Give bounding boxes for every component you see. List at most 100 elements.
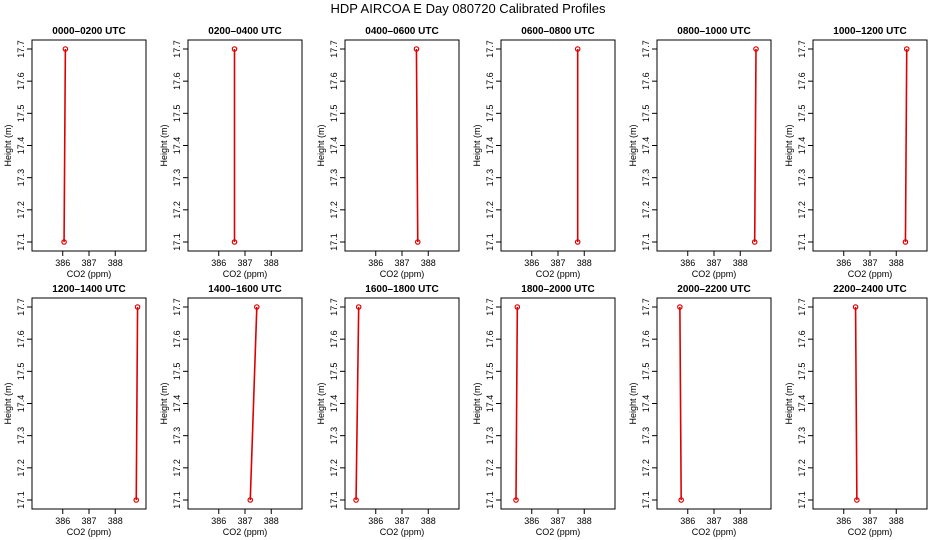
y-tick-label: 17.5	[797, 363, 807, 381]
x-tick-label: 387	[862, 258, 877, 268]
y-tick-label: 17.1	[172, 491, 182, 509]
x-tick-label: 388	[577, 516, 592, 526]
x-axis-label: CO2 (ppm)	[536, 527, 581, 537]
y-axis-label: Height (m)	[3, 124, 13, 166]
x-tick-label: 388	[733, 516, 748, 526]
x-tick-label: 387	[394, 516, 409, 526]
x-tick-label: 388	[889, 516, 904, 526]
y-tick-label: 17.7	[797, 298, 807, 316]
x-tick-label: 388	[264, 258, 279, 268]
y-tick-label: 17.3	[641, 427, 651, 445]
profile-point	[413, 46, 420, 52]
y-tick-label: 17.2	[485, 201, 495, 219]
x-tick-label: 386	[680, 516, 695, 526]
x-tick-label: 387	[706, 516, 721, 526]
x-tick-label: 388	[421, 258, 436, 268]
x-axis-label: CO2 (ppm)	[67, 527, 112, 537]
y-tick-label: 17.4	[172, 137, 182, 155]
profile-point	[62, 46, 69, 52]
y-tick-label: 17.3	[16, 169, 26, 187]
x-tick-label: 387	[237, 258, 252, 268]
y-tick-label: 17.5	[485, 105, 495, 123]
y-tick-label: 17.5	[485, 363, 495, 381]
y-tick-label: 17.1	[641, 233, 651, 251]
y-axis-label: Height (m)	[316, 124, 326, 166]
profile-point	[903, 46, 910, 52]
y-tick-label: 17.3	[641, 169, 651, 187]
x-axis-label: CO2 (ppm)	[223, 269, 268, 279]
plot-frame	[500, 297, 616, 510]
y-axis-label: Height (m)	[628, 382, 638, 424]
profile-point	[854, 497, 860, 503]
y-tick-label: 17.7	[797, 40, 807, 58]
profile-point	[231, 239, 238, 245]
y-tick-label: 17.4	[641, 137, 651, 155]
y-tick-label: 17.1	[797, 491, 807, 509]
x-tick-label: 386	[211, 258, 226, 268]
y-tick-label: 17.5	[16, 105, 26, 123]
y-tick-label: 17.1	[485, 491, 495, 509]
profile-line	[135, 306, 139, 501]
y-tick-label: 17.5	[641, 363, 651, 381]
profile-point	[355, 304, 362, 310]
profile-line	[679, 306, 682, 501]
y-tick-label: 17.6	[172, 72, 182, 90]
y-axis-label: Height (m)	[159, 124, 169, 166]
y-tick-label: 17.6	[797, 72, 807, 90]
x-axis-label: CO2 (ppm)	[692, 527, 737, 537]
y-tick-label: 17.5	[797, 105, 807, 123]
y-tick-label: 17.7	[16, 40, 26, 58]
y-tick-label: 17.4	[172, 395, 182, 413]
plot-frame	[187, 39, 303, 252]
panel-title: 1400–1600 UTC	[208, 284, 281, 295]
y-tick-label: 17.1	[641, 491, 651, 509]
profile-point	[902, 239, 909, 245]
y-tick-label: 17.4	[641, 395, 651, 413]
y-tick-label: 17.2	[485, 459, 495, 477]
x-axis-label: CO2 (ppm)	[223, 527, 268, 537]
x-tick-label: 386	[55, 258, 70, 268]
y-tick-label: 17.4	[797, 395, 807, 413]
panel-title: 0400–0600 UTC	[365, 26, 438, 37]
y-tick-label: 17.7	[172, 40, 182, 58]
page-title: HDP AIRCOA E Day 080720 Calibrated Profi…	[330, 1, 606, 16]
panel-title: 1200–1400 UTC	[52, 284, 125, 295]
y-tick-label: 17.1	[16, 491, 26, 509]
y-tick-label: 17.4	[16, 137, 26, 155]
profile-point	[133, 497, 140, 503]
x-tick-label: 387	[862, 516, 877, 526]
y-tick-label: 17.7	[172, 298, 182, 316]
y-tick-label: 17.7	[641, 40, 651, 58]
x-tick-label: 386	[368, 516, 383, 526]
profile-point	[513, 497, 519, 503]
plot-frame	[31, 39, 147, 252]
panel-title: 1000–1200 UTC	[833, 26, 906, 37]
profile-point	[574, 239, 581, 245]
x-tick-label: 388	[108, 516, 123, 526]
y-tick-label: 17.7	[329, 298, 339, 316]
y-tick-label: 17.3	[172, 169, 182, 187]
y-tick-label: 17.1	[16, 233, 26, 251]
x-tick-label: 388	[733, 258, 748, 268]
profile-point	[231, 46, 238, 52]
profile-point	[254, 304, 260, 310]
y-tick-label: 17.6	[16, 330, 26, 348]
profile-line	[63, 48, 67, 243]
x-axis-label: CO2 (ppm)	[692, 269, 737, 279]
y-tick-label: 17.7	[16, 298, 26, 316]
x-tick-label: 386	[680, 258, 695, 268]
y-tick-label: 17.6	[172, 330, 182, 348]
y-tick-label: 17.7	[641, 298, 651, 316]
profile-line	[249, 306, 258, 501]
y-tick-label: 17.5	[329, 363, 339, 381]
y-tick-label: 17.1	[797, 233, 807, 251]
plot-frame	[812, 39, 928, 252]
y-tick-label: 17.2	[329, 201, 339, 219]
